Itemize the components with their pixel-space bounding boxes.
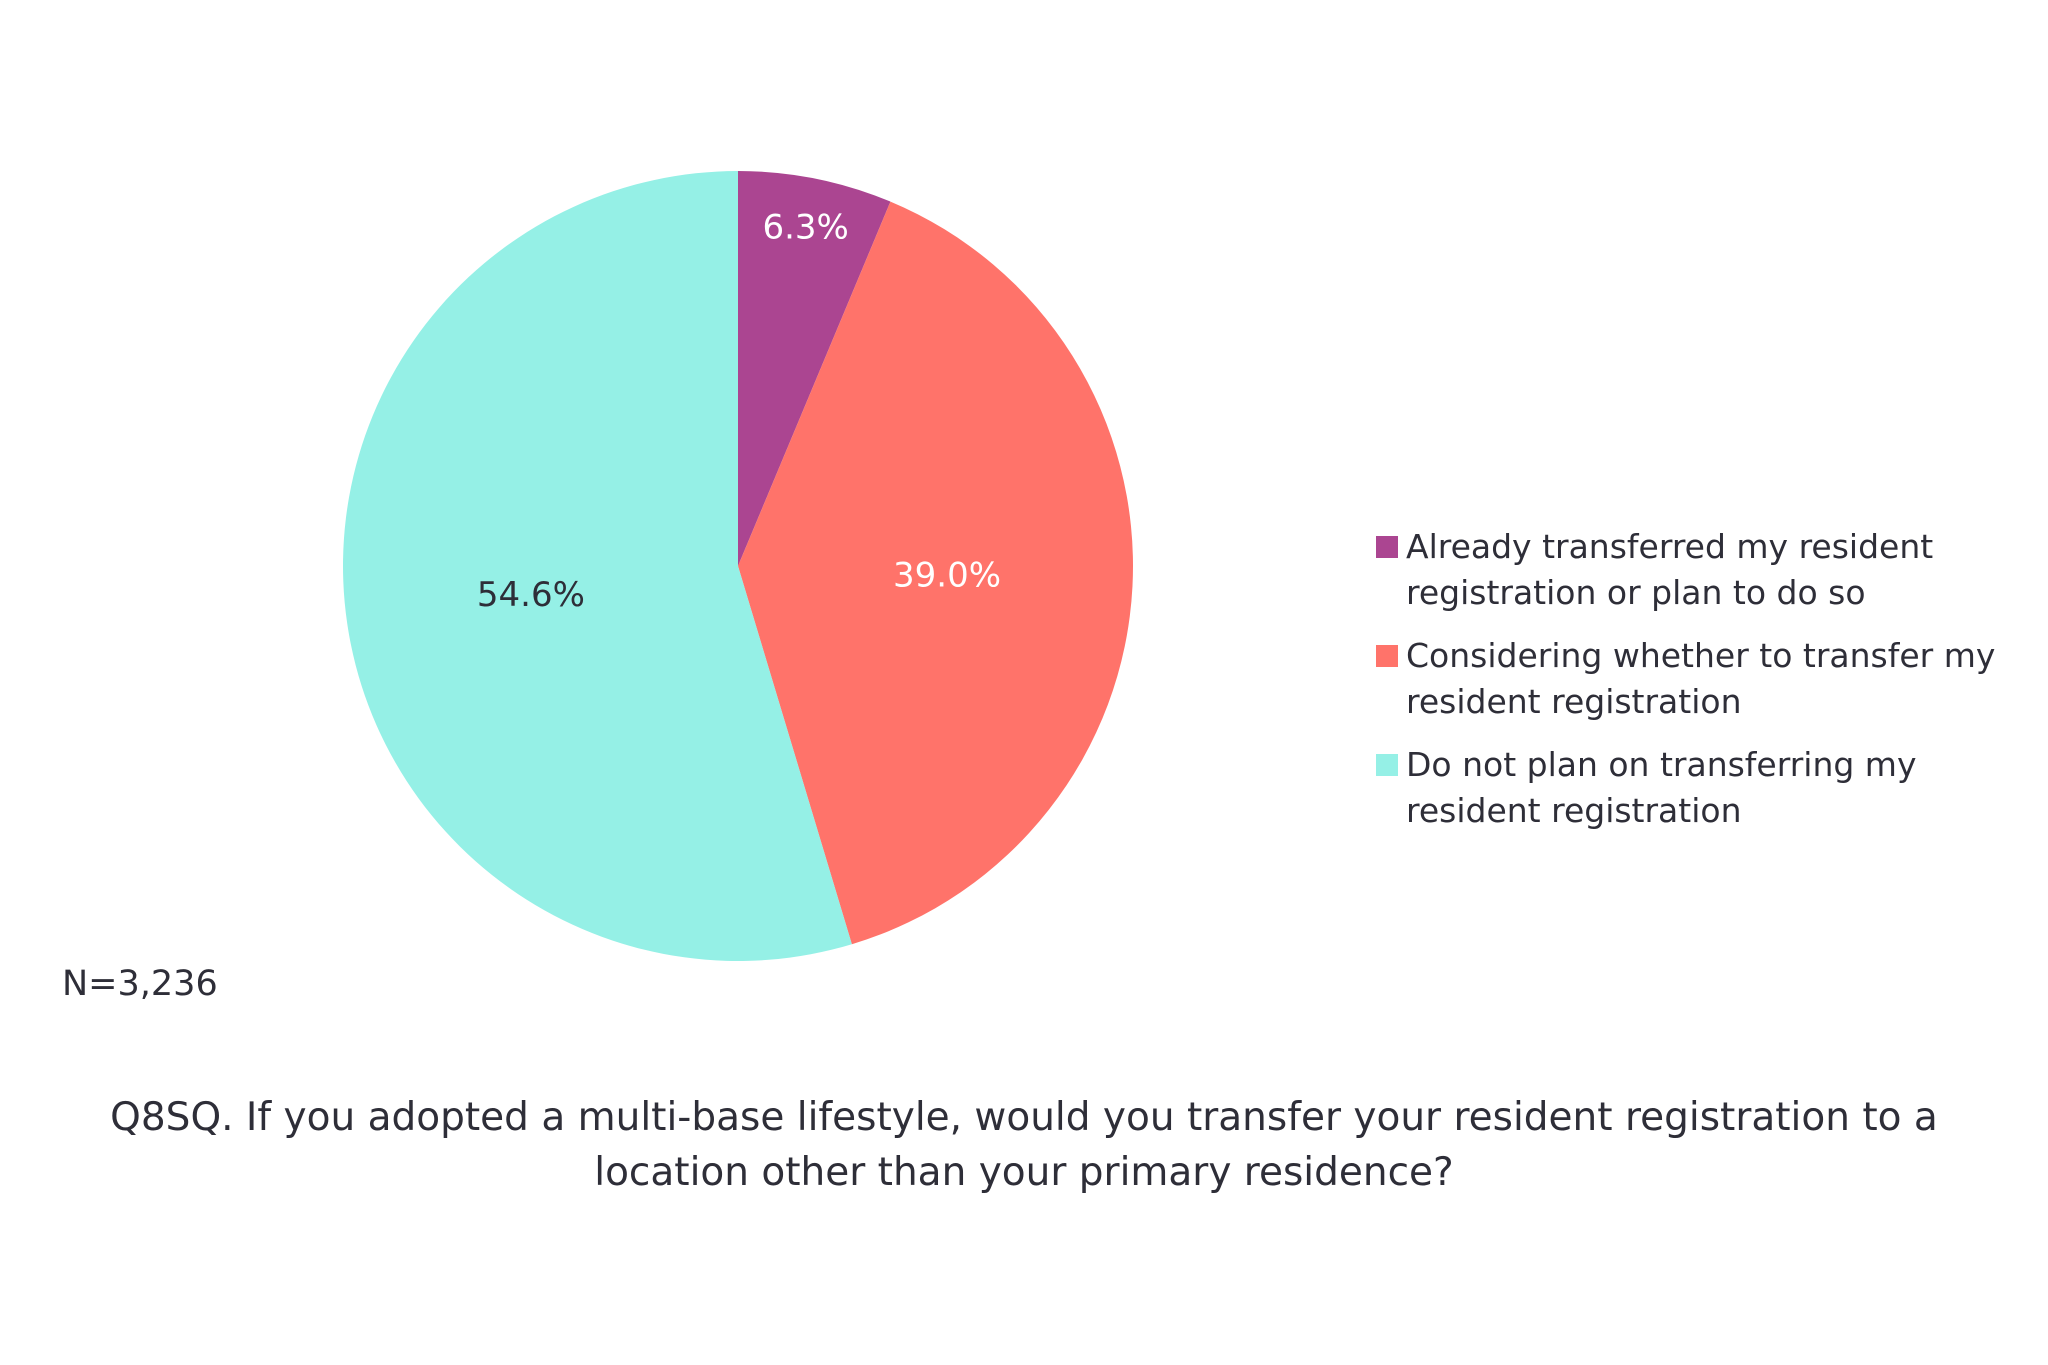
data-label: 6.3% bbox=[762, 208, 848, 248]
data-label: 39.0% bbox=[893, 555, 1001, 595]
legend-item: Already transferred my resident registra… bbox=[1376, 524, 2046, 616]
pie-slice bbox=[343, 171, 852, 961]
legend-swatch bbox=[1376, 754, 1398, 776]
legend-item: Considering whether to transfer my resid… bbox=[1376, 633, 2046, 725]
legend-label: Considering whether to transfer my resid… bbox=[1406, 636, 1996, 721]
legend-swatch bbox=[1376, 645, 1398, 667]
legend-swatch bbox=[1376, 536, 1398, 558]
legend-item: Do not plan on transferring my resident … bbox=[1376, 742, 2046, 834]
legend-label: Do not plan on transferring my resident … bbox=[1406, 745, 1917, 830]
legend-label: Already transferred my resident registra… bbox=[1406, 527, 1934, 612]
sample-size: N=3,236 bbox=[62, 964, 218, 1004]
chart-title: Q8SQ. If you adopted a multi-base lifest… bbox=[110, 1095, 1938, 1195]
data-label: 54.6% bbox=[477, 575, 585, 615]
pie-slice bbox=[738, 171, 891, 566]
pie-slice bbox=[738, 201, 1134, 945]
